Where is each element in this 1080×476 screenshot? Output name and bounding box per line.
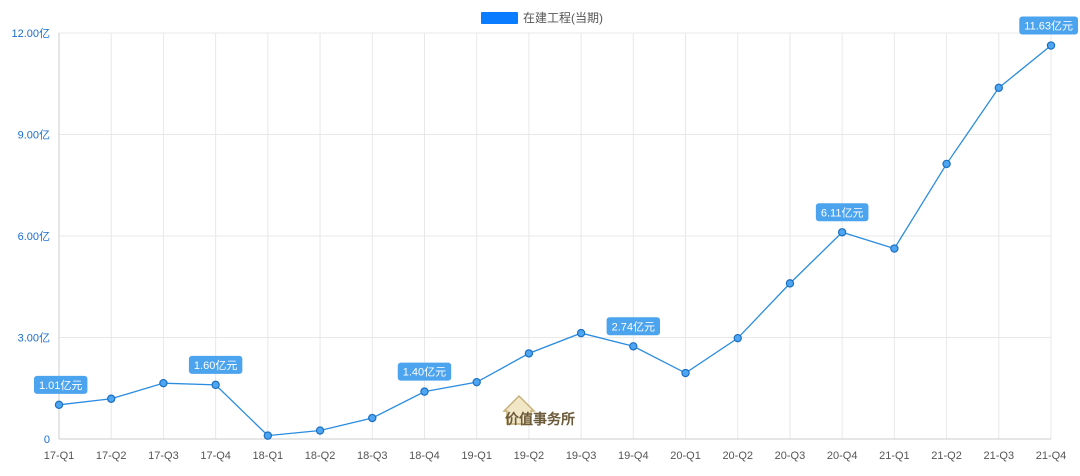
data-point[interactable] xyxy=(315,426,325,435)
data-point[interactable] xyxy=(159,378,168,388)
data-point[interactable] xyxy=(994,83,1003,93)
data-label: 1.01亿元 xyxy=(34,375,88,394)
data-point[interactable] xyxy=(54,400,64,410)
data-point[interactable] xyxy=(576,328,586,338)
x-tick-label: 19-Q1 xyxy=(461,450,492,462)
data-label-box xyxy=(606,317,661,336)
house-icon xyxy=(502,394,536,425)
data-point[interactable] xyxy=(420,387,429,396)
x-tick-label: 20-Q1 xyxy=(670,450,701,462)
series-line xyxy=(58,45,1052,437)
data-point[interactable] xyxy=(890,244,899,253)
data-point[interactable] xyxy=(368,413,377,423)
data-label: 1.60亿元 xyxy=(188,355,243,374)
data-point[interactable] xyxy=(733,333,742,343)
data-label-text: 11.63亿元 xyxy=(1024,20,1073,33)
x-tick-label: 21-Q4 xyxy=(1036,450,1067,462)
y-tick-label: 12.00亿 xyxy=(11,27,50,40)
watermark-text: 价值事务所 xyxy=(505,411,575,427)
data-point[interactable] xyxy=(472,377,481,387)
data-label-box xyxy=(397,362,452,381)
watermark-logo: 价值事务所 xyxy=(502,394,575,427)
data-labels: 1.01亿元 1.60亿元 1.40亿元 2.74亿元 6.11亿元 11.63亿元 xyxy=(34,16,1078,394)
x-tick-label: 21-Q3 xyxy=(984,450,1015,462)
data-point[interactable] xyxy=(107,394,116,403)
x-tick-label: 21-Q2 xyxy=(931,450,962,462)
x-tick-label: 17-Q2 xyxy=(96,450,127,462)
series xyxy=(54,41,1056,440)
data-label-box xyxy=(815,203,869,222)
data-label: 6.11亿元 xyxy=(815,203,869,222)
y-tick-label: 6.00亿 xyxy=(18,230,50,243)
data-label-box xyxy=(1019,16,1078,35)
x-tick-label: 18-Q4 xyxy=(409,450,440,462)
x-tick-label: 17-Q1 xyxy=(44,450,75,462)
data-point[interactable] xyxy=(837,228,847,237)
x-tick-label: 20-Q4 xyxy=(827,450,858,462)
data-label-text: 1.40亿元 xyxy=(403,366,446,379)
x-tick-label: 18-Q1 xyxy=(253,450,284,462)
grid xyxy=(58,32,1052,439)
data-point[interactable] xyxy=(211,380,220,390)
data-point[interactable] xyxy=(1046,41,1056,50)
data-point[interactable] xyxy=(942,159,951,169)
data-label: 2.74亿元 xyxy=(606,317,661,336)
y-tick-label: 0 xyxy=(44,434,50,446)
y-tick-label: 3.00亿 xyxy=(18,332,50,345)
axes: 0 3.00亿 6.00亿 9.00亿 12.00亿 17-Q1 17-Q2 17-Q3 17-… xyxy=(11,27,1066,462)
data-point[interactable] xyxy=(629,342,638,351)
y-tick-label: 9.00亿 xyxy=(18,129,50,142)
data-label-box xyxy=(188,355,243,374)
data-label-box xyxy=(34,375,88,394)
legend-label: 在建工程(当期) xyxy=(523,10,603,25)
x-tick-label: 18-Q2 xyxy=(305,450,336,462)
legend[interactable]: 在建工程(当期) xyxy=(481,10,603,25)
data-point[interactable] xyxy=(263,431,273,440)
x-tick-label: 20-Q2 xyxy=(722,450,753,462)
data-label-text: 2.74亿元 xyxy=(612,320,655,333)
x-tick-label: 18-Q3 xyxy=(357,450,388,462)
x-tick-label: 21-Q1 xyxy=(879,450,910,462)
data-label-text: 1.01亿元 xyxy=(39,379,82,392)
x-tick-label: 17-Q3 xyxy=(148,450,179,462)
data-point[interactable] xyxy=(524,349,534,358)
x-tick-label: 19-Q4 xyxy=(618,450,649,462)
data-label: 1.40亿元 xyxy=(397,362,452,381)
x-tick-label: 19-Q3 xyxy=(566,450,597,462)
data-label-text: 6.11亿元 xyxy=(821,206,864,219)
data-label: 11.63亿元 xyxy=(1019,16,1078,35)
x-tick-label: 20-Q3 xyxy=(775,450,806,462)
data-point[interactable] xyxy=(681,368,690,378)
data-label-text: 1.60亿元 xyxy=(194,359,237,372)
data-point[interactable] xyxy=(785,279,795,288)
x-tick-label: 17-Q4 xyxy=(200,450,231,462)
x-tick-label: 19-Q2 xyxy=(514,450,545,462)
legend-swatch xyxy=(481,12,518,24)
